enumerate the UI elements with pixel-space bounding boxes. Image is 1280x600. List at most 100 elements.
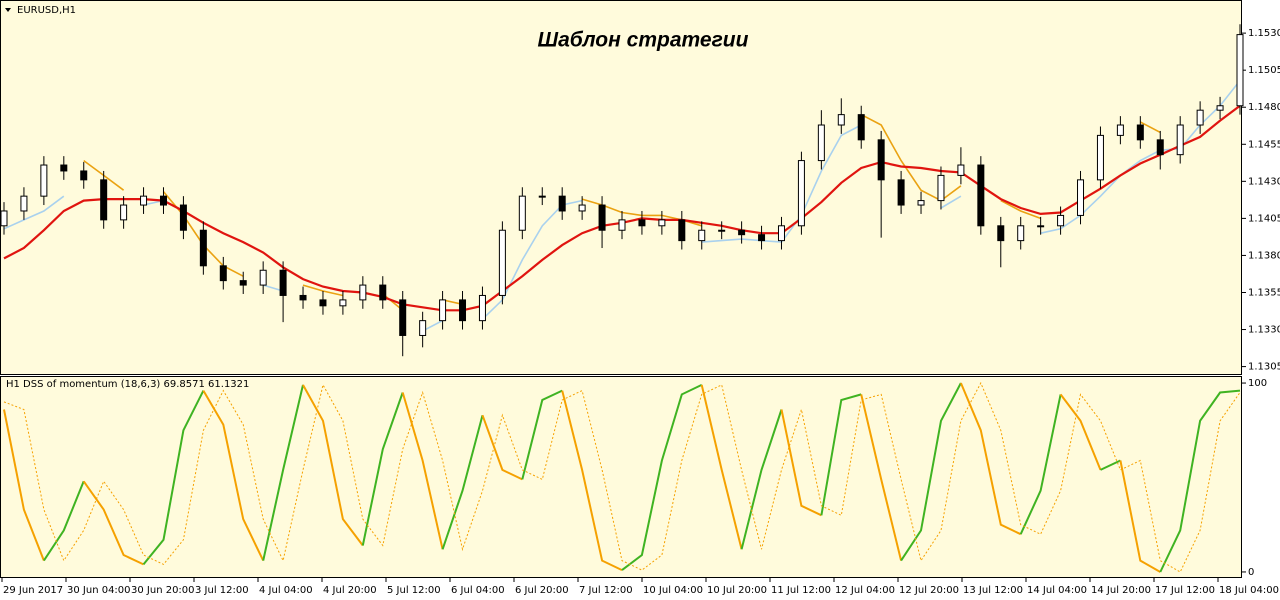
candle-body <box>937 174 945 202</box>
candle-body <box>837 114 845 126</box>
candle-body <box>0 210 8 227</box>
x-tick-label: 4 Jul 04:00 <box>259 585 313 596</box>
oscillator-line <box>1159 389 1241 573</box>
oscillator-line <box>361 392 404 546</box>
candle-body <box>60 164 68 172</box>
y-tick-label: 1.1355 <box>1248 287 1280 298</box>
oscillator-line <box>1119 460 1161 573</box>
candle-body <box>40 164 48 197</box>
x-tick-label: 11 Jul 12:00 <box>771 585 831 596</box>
x-tick-label: 4 Jul 20:00 <box>323 585 377 596</box>
candle-body <box>419 320 427 336</box>
candle-body <box>1116 124 1124 136</box>
candle-body <box>259 269 267 286</box>
candle-body <box>498 229 506 296</box>
candle-body <box>738 229 746 236</box>
oscillator-line <box>302 384 364 547</box>
oscillator-line <box>481 414 523 481</box>
candle-body <box>20 195 28 212</box>
candle-body <box>1077 179 1085 216</box>
candle-body <box>459 299 467 322</box>
x-tick-label: 14 Jul 20:00 <box>1091 585 1151 596</box>
candle-body <box>997 225 1005 242</box>
candle-body <box>319 299 327 307</box>
y-tick-label: 1.1530 <box>1248 28 1280 39</box>
candle-body <box>100 179 108 221</box>
candle-body <box>1037 225 1045 228</box>
y-tick-label: 100 <box>1248 378 1267 389</box>
oscillator-line <box>82 480 144 566</box>
y-tick-label: 0 <box>1248 567 1254 578</box>
candle-body <box>279 269 287 296</box>
y-tick-label: 1.1305 <box>1248 362 1280 373</box>
candle-body <box>379 284 387 301</box>
indicator-panel <box>0 376 1242 578</box>
candle-body <box>857 114 865 141</box>
oscillator-line <box>900 382 962 562</box>
candle-body <box>957 164 965 176</box>
candle-body <box>618 219 626 231</box>
candle-body <box>538 195 546 198</box>
candle-body <box>1057 214 1065 227</box>
signal-line <box>3 381 1241 573</box>
candle-body <box>239 280 247 286</box>
candle-body <box>439 299 447 322</box>
y-tick-label: 1.1505 <box>1248 65 1280 76</box>
x-tick-label: 10 Jul 04:00 <box>643 585 703 596</box>
candle-body <box>598 204 606 231</box>
oscillator-line <box>1019 394 1062 535</box>
y-tick-label: 1.1330 <box>1248 325 1280 336</box>
x-tick-label: 6 Jul 04:00 <box>451 585 505 596</box>
oscillator-line <box>43 480 85 562</box>
oscillator-line <box>441 414 484 550</box>
oscillator-line <box>860 394 903 561</box>
x-tick-label: 13 Jul 12:00 <box>963 585 1023 596</box>
oscillator-line <box>1059 393 1102 471</box>
x-tick-label: 29 Jun 2017 <box>3 585 63 596</box>
oscillator-line <box>3 409 45 561</box>
y-tick-label: 1.1480 <box>1248 102 1280 113</box>
symbol-menu-arrow[interactable] <box>5 8 11 12</box>
candle-body <box>120 204 128 221</box>
candle-body <box>678 219 686 242</box>
candle-body <box>1017 225 1025 242</box>
candle-body <box>558 195 566 212</box>
candle-body <box>718 229 726 232</box>
x-tick-label: 3 Jul 12:00 <box>195 585 249 596</box>
oscillator-line <box>561 390 623 572</box>
oscillator-line <box>780 409 822 517</box>
candle-body <box>299 294 307 301</box>
oscillator-line <box>621 383 703 571</box>
candle-body <box>1096 134 1104 181</box>
candle-body <box>578 204 586 212</box>
candle-body <box>159 195 167 206</box>
candle-body <box>877 139 885 181</box>
candle-body <box>897 179 905 206</box>
oscillator-line <box>202 390 265 562</box>
candle-body <box>1176 124 1184 156</box>
candle-body <box>1156 139 1164 156</box>
candle-body <box>179 204 187 231</box>
candle-body <box>638 219 646 227</box>
x-tick-label: 17 Jul 12:00 <box>1155 585 1215 596</box>
chart-title: Шаблон стратегии <box>538 29 749 52</box>
candle-body <box>797 160 805 227</box>
candle-body <box>1136 124 1144 141</box>
candle-body <box>1216 105 1224 111</box>
candle-body <box>1196 109 1204 126</box>
candle-body <box>339 299 347 307</box>
oscillator-line <box>401 392 444 550</box>
x-tick-label: 12 Jul 20:00 <box>899 585 959 596</box>
candle-body <box>917 200 925 206</box>
indicator-label: H1 DSS of momentum (18,6,3) 69.8571 61.1… <box>6 379 249 390</box>
x-tick-label: 7 Jul 12:00 <box>579 585 633 596</box>
y-tick-label: 1.1405 <box>1248 213 1280 224</box>
candle-body <box>758 234 766 242</box>
x-tick-label: 30 Jun 04:00 <box>67 585 131 596</box>
y-tick-label: 1.1430 <box>1248 176 1280 187</box>
x-tick-label: 5 Jul 12:00 <box>387 585 441 596</box>
x-tick-label: 12 Jul 04:00 <box>835 585 895 596</box>
candle-body <box>80 170 88 181</box>
candle-body <box>518 195 526 231</box>
